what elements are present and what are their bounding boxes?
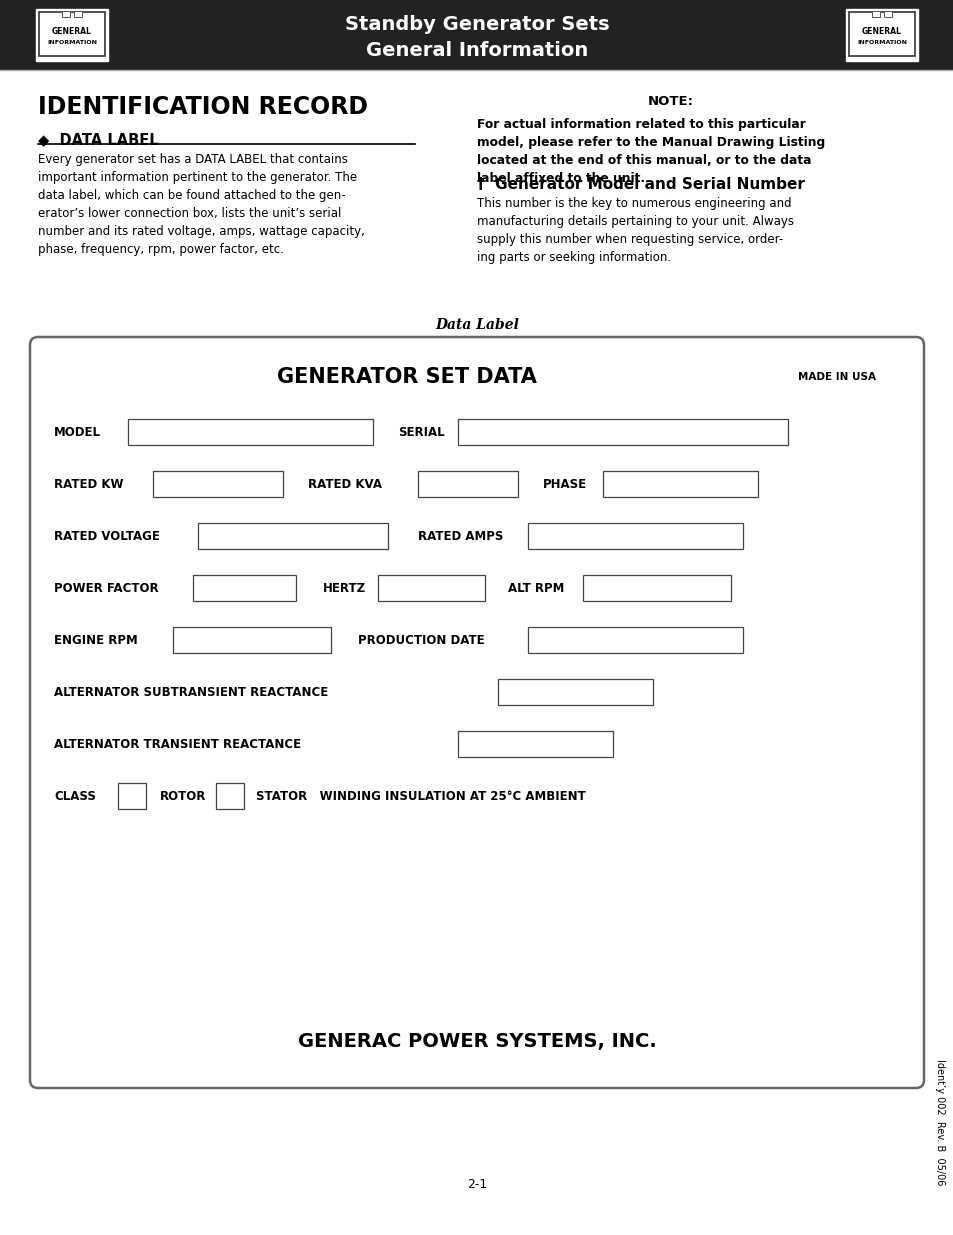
Bar — [128, 419, 373, 445]
Text: General Information: General Information — [366, 41, 587, 61]
Text: MADE IN USA: MADE IN USA — [797, 372, 875, 382]
Bar — [62, 11, 70, 17]
FancyBboxPatch shape — [30, 337, 923, 1088]
Bar — [193, 576, 295, 601]
Bar — [152, 471, 283, 496]
Bar — [417, 471, 517, 496]
Bar — [36, 9, 108, 61]
Bar — [602, 471, 758, 496]
Text: ALTERNATOR SUBTRANSIENT REACTANCE: ALTERNATOR SUBTRANSIENT REACTANCE — [54, 685, 328, 699]
Text: RATED AMPS: RATED AMPS — [417, 530, 503, 542]
Text: PHASE: PHASE — [542, 478, 586, 490]
Text: Data Label: Data Label — [435, 317, 518, 332]
Bar — [118, 783, 146, 809]
Text: ALTERNATOR TRANSIENT REACTANCE: ALTERNATOR TRANSIENT REACTANCE — [54, 737, 301, 751]
Bar — [457, 731, 613, 757]
Bar — [172, 627, 331, 653]
Text: 2-1: 2-1 — [466, 1178, 487, 1192]
Text: HERTZ: HERTZ — [323, 582, 366, 594]
Text: This number is the key to numerous engineering and
manufacturing details pertain: This number is the key to numerous engin… — [476, 198, 793, 264]
Text: CLASS: CLASS — [54, 789, 95, 803]
Text: GENERATOR SET DATA: GENERATOR SET DATA — [276, 367, 537, 387]
Text: INFORMATION: INFORMATION — [47, 40, 97, 44]
Text: NOTE:: NOTE: — [647, 95, 693, 107]
Bar — [377, 576, 484, 601]
Bar — [39, 12, 105, 56]
Text: STATOR   WINDING INSULATION AT 25°C AMBIENT: STATOR WINDING INSULATION AT 25°C AMBIEN… — [255, 789, 585, 803]
Text: PRODUCTION DATE: PRODUCTION DATE — [357, 634, 484, 646]
Text: For actual information related to this particular
model, please refer to the Man: For actual information related to this p… — [476, 119, 824, 185]
Bar — [527, 627, 742, 653]
Bar — [215, 783, 244, 809]
Bar — [497, 679, 652, 705]
Text: SERIAL: SERIAL — [397, 426, 444, 438]
Text: RATED VOLTAGE: RATED VOLTAGE — [54, 530, 160, 542]
Text: ◆  DATA LABEL: ◆ DATA LABEL — [38, 132, 158, 147]
Text: RATED KVA: RATED KVA — [308, 478, 381, 490]
Bar — [845, 9, 917, 61]
Text: RATED KW: RATED KW — [54, 478, 123, 490]
Bar — [582, 576, 730, 601]
Text: Standby Generator Sets: Standby Generator Sets — [344, 15, 609, 35]
Bar — [0, 0, 953, 70]
Bar — [198, 522, 388, 550]
Text: ENGINE RPM: ENGINE RPM — [54, 634, 137, 646]
Text: INFORMATION: INFORMATION — [856, 40, 906, 44]
Text: †  Generator Model and Serial Number: † Generator Model and Serial Number — [476, 177, 804, 191]
Text: IDENTIFICATION RECORD: IDENTIFICATION RECORD — [38, 95, 368, 119]
Text: Ident’y 002  Rev. B  05/06: Ident’y 002 Rev. B 05/06 — [934, 1058, 944, 1186]
Text: ALT RPM: ALT RPM — [507, 582, 564, 594]
Bar — [883, 11, 891, 17]
Text: GENERAC POWER SYSTEMS, INC.: GENERAC POWER SYSTEMS, INC. — [297, 1032, 656, 1051]
Text: ROTOR: ROTOR — [160, 789, 206, 803]
Bar — [74, 11, 82, 17]
Text: Every generator set has a DATA LABEL that contains
important information pertine: Every generator set has a DATA LABEL tha… — [38, 153, 364, 256]
Text: POWER FACTOR: POWER FACTOR — [54, 582, 158, 594]
Text: GENERAL: GENERAL — [52, 27, 91, 37]
Bar — [457, 419, 787, 445]
Text: MODEL: MODEL — [54, 426, 101, 438]
Bar — [848, 12, 914, 56]
Bar — [871, 11, 879, 17]
Text: GENERAL: GENERAL — [862, 27, 901, 37]
Bar — [527, 522, 742, 550]
